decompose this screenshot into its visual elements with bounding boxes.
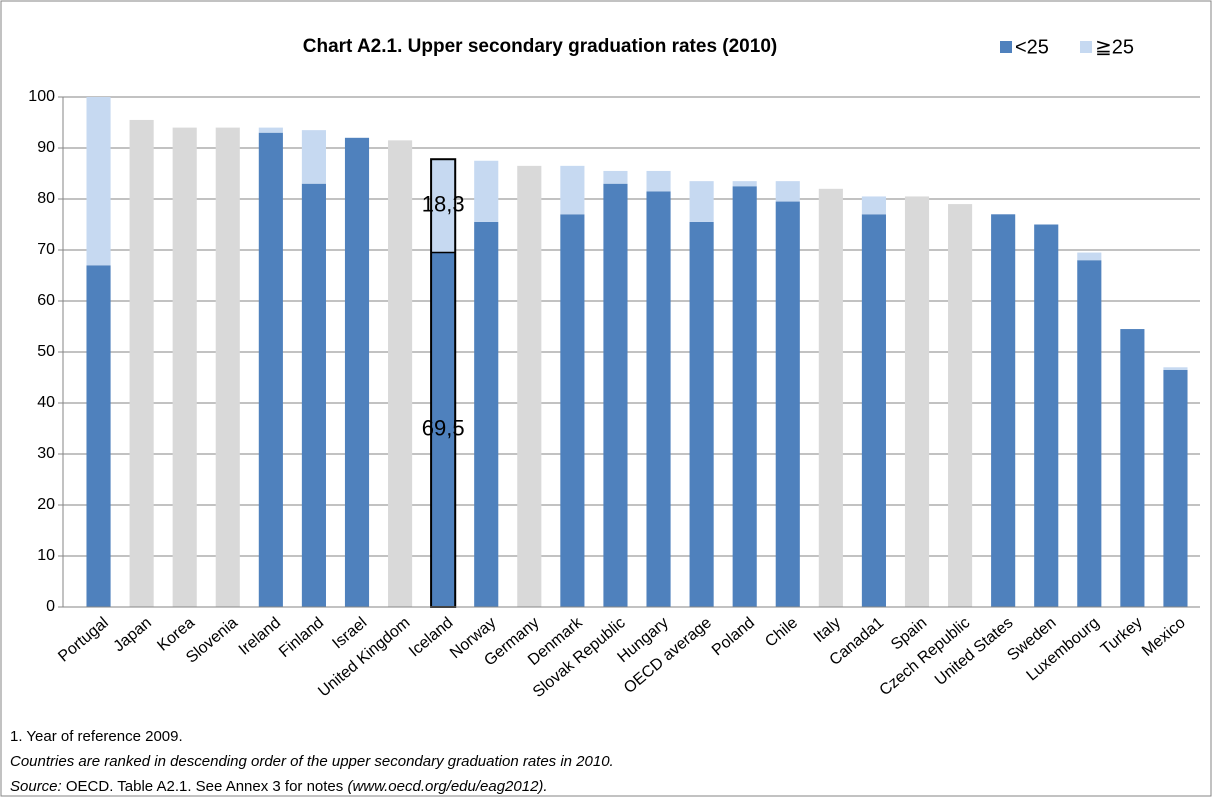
- y-tick-label: 20: [37, 496, 55, 513]
- y-tick-label: 50: [37, 343, 55, 360]
- bar-segment: [129, 119, 154, 607]
- source-label: Source:: [10, 778, 62, 795]
- bar-segment: [86, 265, 111, 607]
- bar-segment: [1163, 369, 1188, 607]
- bar-segment: [818, 188, 843, 608]
- bar-segment: [1163, 367, 1188, 370]
- legend-label: ≧25: [1095, 36, 1134, 58]
- bar-segment: [258, 132, 283, 607]
- y-tick-label: 100: [28, 88, 55, 105]
- bar-segment: [603, 170, 628, 184]
- footnote: Countries are ranked in descending order…: [10, 753, 614, 770]
- bar-segment: [948, 204, 973, 607]
- bar-segment: [646, 170, 671, 192]
- bar-segment: [991, 214, 1016, 608]
- bar-segment: [517, 165, 542, 607]
- bar-segment: [689, 221, 714, 607]
- bar-segment: [603, 183, 628, 607]
- bar-segment: [1077, 260, 1102, 607]
- bar-segment: [86, 97, 111, 266]
- bar-segment: [474, 160, 499, 222]
- y-tick-label: 0: [46, 598, 55, 615]
- source-link: (www.oecd.org/edu/eag2012).: [347, 778, 547, 795]
- bar-segment: [560, 165, 585, 215]
- bar-segment: [861, 214, 886, 608]
- y-tick-label: 60: [37, 292, 55, 309]
- bar-segment: [560, 214, 585, 608]
- bar-segment: [301, 183, 326, 607]
- legend-swatch: [1080, 41, 1092, 53]
- y-tick-label: 30: [37, 445, 55, 462]
- bar-segment: [775, 201, 800, 608]
- y-tick-label: 80: [37, 190, 55, 207]
- y-tick-label: 40: [37, 394, 55, 411]
- chart-title: Chart A2.1. Upper secondary graduation r…: [303, 36, 777, 57]
- legend-swatch: [1000, 41, 1012, 53]
- bar-segment: [301, 130, 326, 184]
- legend-label: <25: [1015, 36, 1049, 58]
- bar-segment: [1077, 252, 1102, 261]
- source: Source: OECD. Table A2.1. See Annex 3 fo…: [10, 778, 548, 795]
- data-label: 18,3: [422, 192, 465, 217]
- bar-segment: [1120, 329, 1145, 607]
- y-tick-label: 70: [37, 241, 55, 258]
- bar-segment: [344, 137, 370, 608]
- bar-segment: [431, 252, 456, 608]
- bar-segment: [646, 191, 671, 607]
- bar-segment: [732, 181, 757, 187]
- bar-segment: [431, 159, 456, 253]
- bar-segment: [1034, 224, 1059, 607]
- bar-segment: [388, 140, 413, 607]
- y-tick-label: 10: [37, 547, 55, 564]
- y-tick-label: 90: [37, 139, 55, 156]
- bar-segment: [215, 127, 240, 607]
- bar-segment: [732, 186, 757, 607]
- bar-segment: [474, 221, 499, 607]
- bar-segment: [861, 196, 886, 215]
- bar-segment: [689, 181, 714, 222]
- bar-segment: [904, 196, 930, 607]
- bar-segment: [775, 181, 800, 202]
- bar-segment: [258, 127, 283, 133]
- data-label: 69,5: [422, 416, 465, 441]
- source-text: OECD. Table A2.1. See Annex 3 for notes: [66, 778, 343, 795]
- bar-segment: [172, 127, 197, 607]
- footnote: 1. Year of reference 2009.: [10, 728, 183, 745]
